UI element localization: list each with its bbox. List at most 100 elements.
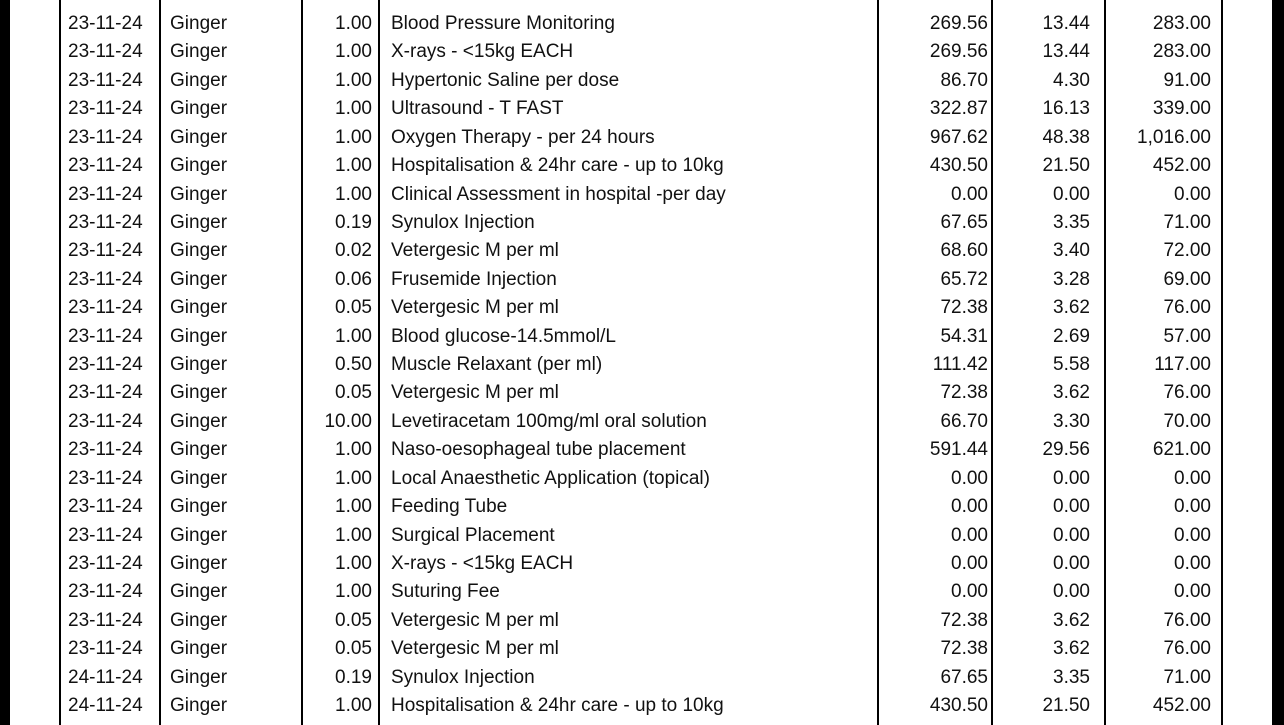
date-cell: 24-11-24 <box>68 695 143 717</box>
date-cell: 23-11-24 <box>68 609 143 631</box>
column-border <box>1104 0 1106 725</box>
date-cell: 23-11-24 <box>68 126 143 148</box>
amount-cell: 0.00 <box>951 581 988 603</box>
quantity-cell: 1.00 <box>335 496 372 518</box>
quantity-cell: 1.00 <box>335 69 372 91</box>
patient-cell: Ginger <box>170 297 228 319</box>
amount-cell: 0.00 <box>951 524 988 546</box>
tax-cell: 3.35 <box>1053 211 1090 233</box>
total-cell: 76.00 <box>1163 297 1211 319</box>
column-border <box>301 0 303 725</box>
date-cell: 23-11-24 <box>68 439 143 461</box>
quantity-cell: 1.00 <box>335 439 372 461</box>
patient-cell: Ginger <box>170 325 228 347</box>
tax-cell: 3.30 <box>1053 410 1090 432</box>
amount-cell: 269.56 <box>929 13 988 34</box>
date-cell: 23-11-24 <box>68 581 143 603</box>
description-cell: Frusemide Injection <box>391 268 557 290</box>
patient-cell: Ginger <box>170 183 228 205</box>
patient-cell: Ginger <box>170 552 228 574</box>
description-cell: Blood glucose-14.5mmol/L <box>391 325 616 347</box>
description-cell: X-rays - <15kg EACH <box>391 41 574 63</box>
tax-cell: 3.62 <box>1053 297 1090 319</box>
date-cell: 23-11-24 <box>68 382 143 404</box>
description-cell: Vetergesic M per ml <box>391 638 559 660</box>
total-cell: 0.00 <box>1174 524 1211 546</box>
description-cell: Surgical Placement <box>391 524 555 546</box>
quantity-cell: 1.00 <box>335 98 372 120</box>
description-cell: Oxygen Therapy - per 24 hours <box>391 126 655 148</box>
tax-cell: 3.40 <box>1053 240 1090 262</box>
column-border <box>159 0 161 725</box>
total-cell: 72.00 <box>1163 240 1211 262</box>
date-cell: 23-11-24 <box>68 524 143 546</box>
tax-cell: 2.69 <box>1053 325 1090 347</box>
total-cell: 76.00 <box>1163 382 1211 404</box>
quantity-cell: 10.00 <box>324 410 372 432</box>
total-cell: 57.00 <box>1163 325 1211 347</box>
tax-cell: 0.00 <box>1053 581 1090 603</box>
patient-cell: Ginger <box>170 41 228 63</box>
description-cell: Naso-oesophageal tube placement <box>391 439 686 461</box>
amount-cell: 591.44 <box>929 439 988 461</box>
amount-cell: 269.56 <box>929 41 988 63</box>
description-cell: Hospitalisation & 24hr care - up to 10kg <box>391 695 724 717</box>
quantity-cell: 0.02 <box>335 240 372 262</box>
patient-cell: Ginger <box>170 382 228 404</box>
patient-cell: Ginger <box>170 98 228 120</box>
total-cell: 0.00 <box>1174 552 1211 574</box>
description-cell: Suturing Fee <box>391 581 500 603</box>
patient-cell: Ginger <box>170 467 228 489</box>
patient-cell: Ginger <box>170 439 228 461</box>
total-cell: 117.00 <box>1154 354 1211 376</box>
patient-cell: Ginger <box>170 496 228 518</box>
quantity-cell: 0.05 <box>335 382 372 404</box>
quantity-cell: 1.00 <box>335 552 372 574</box>
column-border <box>991 0 993 725</box>
amount-cell: 111.42 <box>932 354 988 376</box>
tax-cell: 21.50 <box>1042 155 1090 177</box>
quantity-cell: 1.00 <box>335 581 372 603</box>
description-cell: Levetiracetam 100mg/ml oral solution <box>391 410 707 432</box>
tax-cell: 0.00 <box>1053 552 1090 574</box>
quantity-cell: 1.00 <box>335 126 372 148</box>
tax-cell: 48.38 <box>1042 126 1090 148</box>
date-cell: 23-11-24 <box>68 638 143 660</box>
amount-cell: 54.31 <box>940 325 988 347</box>
patient-cell: Ginger <box>170 581 228 603</box>
description-cell: Hypertonic Saline per dose <box>391 69 620 91</box>
date-cell: 23-11-24 <box>68 268 143 290</box>
description-cell: X-rays - <15kg EACH <box>391 552 574 574</box>
quantity-cell: 0.05 <box>335 297 372 319</box>
patient-cell: Ginger <box>170 638 228 660</box>
patient-cell: Ginger <box>170 126 228 148</box>
patient-cell: Ginger <box>170 524 228 546</box>
description-cell: Vetergesic M per ml <box>391 297 559 319</box>
description-cell: Ultrasound - T FAST <box>391 98 564 120</box>
patient-cell: Ginger <box>170 69 228 91</box>
description-cell: Clinical Assessment in hospital -per day <box>391 183 726 205</box>
total-cell: 283.00 <box>1152 13 1211 34</box>
date-cell: 23-11-24 <box>68 496 143 518</box>
amount-cell: 68.60 <box>940 240 988 262</box>
date-cell: 23-11-24 <box>68 240 143 262</box>
description-cell: Feeding Tube <box>391 496 508 518</box>
patient-cell: Ginger <box>170 155 228 177</box>
amount-cell: 0.00 <box>951 496 988 518</box>
total-cell: 452.00 <box>1152 155 1211 177</box>
date-cell: 23-11-24 <box>68 325 143 347</box>
quantity-cell: 1.00 <box>335 467 372 489</box>
quantity-cell: 1.00 <box>335 695 372 717</box>
description-cell: Synulox Injection <box>391 666 535 688</box>
description-cell: Hospitalisation & 24hr care - up to 10kg <box>391 155 724 177</box>
tax-cell: 3.28 <box>1053 268 1090 290</box>
amount-cell: 65.72 <box>940 268 988 290</box>
total-cell: 71.00 <box>1163 666 1211 688</box>
amount-cell: 0.00 <box>951 467 988 489</box>
patient-cell: Ginger <box>170 410 228 432</box>
tax-cell: 3.62 <box>1053 382 1090 404</box>
date-cell: 23-11-24 <box>68 467 143 489</box>
date-cell: 23-11-24 <box>68 155 143 177</box>
amount-cell: 72.38 <box>940 297 988 319</box>
total-cell: 71.00 <box>1163 211 1211 233</box>
